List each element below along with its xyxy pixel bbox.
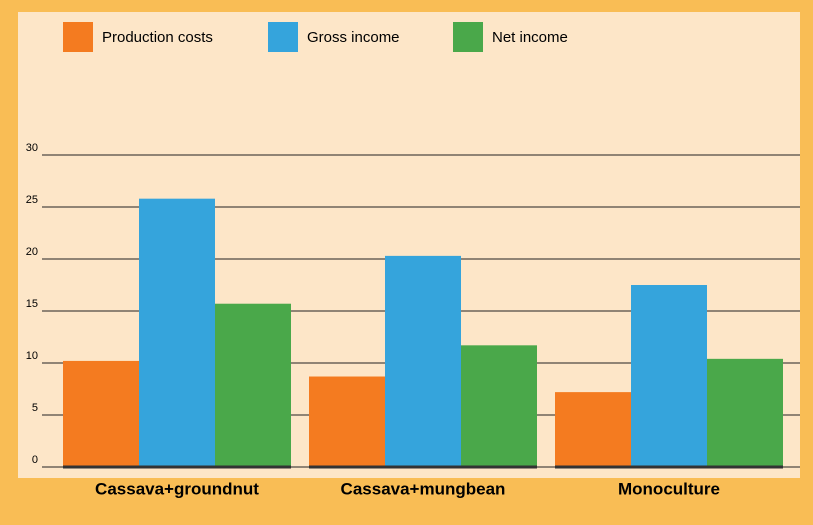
x-tick-label: Cassava+mungbean [341,479,506,498]
legend-label: Production costs [102,29,213,46]
y-tick-label: 5 [32,402,38,414]
bar [215,303,291,467]
legend-swatch [63,22,93,52]
bar [707,358,783,467]
bar [461,345,537,467]
bar [139,198,215,467]
y-tick-label: 15 [26,298,38,310]
y-tick-label: 30 [26,142,38,154]
bar [555,392,631,467]
y-tick-label: 20 [26,246,38,258]
bar [385,255,461,467]
bar [63,360,139,467]
legend-label: Net income [492,29,568,46]
bar [309,376,385,467]
y-tick-label: 25 [26,194,38,206]
legend-label: Gross income [307,29,400,46]
x-tick-label: Cassava+groundnut [95,479,259,498]
legend-swatch [268,22,298,52]
y-tick-label: 0 [32,454,38,466]
y-tick-label: 10 [26,350,38,362]
bar [631,285,707,467]
x-tick-label: Monoculture [618,479,720,498]
legend-swatch [453,22,483,52]
